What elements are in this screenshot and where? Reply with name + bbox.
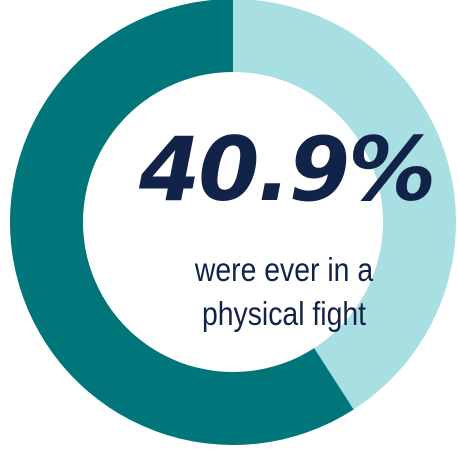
donut-slice-remainder [10,0,354,445]
donut-slice-ever-fought [233,0,456,410]
